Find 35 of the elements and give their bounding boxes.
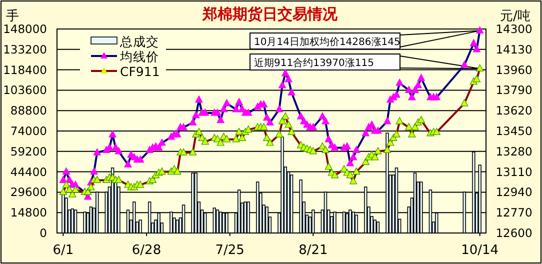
y2-tick-label: 13110: [496, 164, 532, 179]
y2-tick-label: 12600: [496, 226, 532, 240]
x-tick-label: 10/14: [461, 243, 499, 258]
y-tick-label: 14800: [10, 206, 47, 220]
y-tick-label: 103600: [3, 83, 47, 98]
y2-tick-label: 13960: [496, 62, 532, 77]
legend-label: CF911: [120, 64, 160, 79]
y2-tick-label: 14130: [496, 42, 532, 56]
y-axis-title: 手: [6, 9, 19, 24]
y2-tick-label: 12770: [496, 206, 532, 220]
chart-title: 郑棉期货日交易情况: [202, 5, 338, 23]
y-tick-label: 148000: [3, 22, 47, 36]
y2-tick-label: 12940: [496, 185, 532, 200]
x-tick-label: 6/1: [52, 243, 74, 258]
y-tick-label: 0: [40, 226, 47, 240]
y-tick-label: 88800: [10, 104, 47, 118]
legend-label: 均线价: [119, 49, 159, 64]
y2-tick-label: 13280: [496, 144, 532, 158]
y2-tick-label: 14300: [496, 22, 532, 36]
annotation: 近期911合约13970涨115: [254, 57, 374, 69]
y-tick-label: 74000: [10, 124, 47, 138]
x-tick-label: 6/28: [132, 243, 162, 258]
y-tick-label: 118400: [3, 62, 47, 77]
y2-tick-label: 13450: [496, 124, 532, 138]
y-tick-label: 29600: [10, 185, 47, 200]
y-tick-label: 133200: [3, 42, 47, 56]
legend-label: 总成交: [119, 34, 159, 49]
x-tick-label: 8/21: [298, 243, 328, 258]
y2-tick-label: 13620: [496, 104, 532, 118]
y2-tick-label: 13790: [496, 83, 532, 98]
y2-axis-title: 元/吨: [500, 9, 530, 24]
annotation: 10月14日加权均价14286涨145: [254, 36, 400, 48]
y-tick-label: 44400: [10, 164, 47, 179]
x-tick-label: 7/25: [215, 243, 244, 258]
y-tick-label: 59200: [10, 144, 47, 158]
